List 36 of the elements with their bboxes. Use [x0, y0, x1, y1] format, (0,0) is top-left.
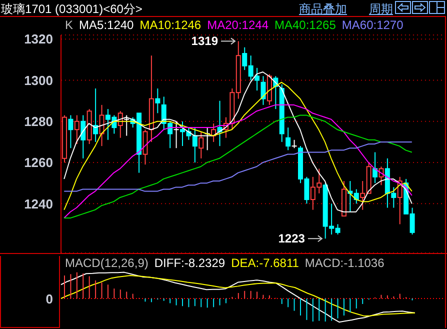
chart-title: MACD(12,26,9): [65, 256, 148, 270]
candlestick: [124, 114, 130, 136]
candlestick: [198, 131, 204, 159]
legend-title: K: [65, 18, 74, 32]
chart-title: MACD:-1.1036: [304, 256, 384, 270]
annotation: 1319: [191, 34, 218, 48]
line-series: [64, 141, 412, 192]
candlestick: [378, 166, 384, 186]
candlestick: [142, 129, 148, 166]
text: MA40:1265: [274, 18, 336, 32]
candlestick: [80, 114, 86, 159]
series-label: DEA:-7.6811: [231, 256, 299, 270]
candlestick: [155, 88, 160, 114]
y-tick-label: 1320: [24, 32, 53, 47]
candlestick: [74, 114, 80, 144]
text: MA20:1244: [207, 18, 268, 32]
text: MA5:1240: [79, 18, 134, 32]
candlestick: [260, 76, 266, 106]
series-label: DIFF:-8.2329: [154, 256, 226, 270]
text: 周期: [369, 1, 393, 18]
text: MA60:1270: [342, 18, 404, 32]
y-tick-label: 1240: [24, 196, 53, 212]
candlestick: [68, 114, 74, 149]
annotation: 1223: [278, 232, 306, 246]
candlestick: [254, 67, 260, 92]
text: MA10:1246: [140, 18, 202, 32]
chart-title: 玻璃1701 (033001)<60分>: [1, 1, 142, 18]
y-tick-label: 1280: [24, 114, 53, 129]
candlestick: [173, 120, 180, 149]
y-tick-label: 1260: [24, 155, 53, 170]
text: 商品叠加: [299, 1, 347, 18]
y-tick-label: 1300: [24, 72, 53, 88]
ref-line-label: 0: [46, 292, 53, 306]
candlestick: [286, 127, 291, 151]
candlestick: [99, 104, 104, 147]
candlestick: [372, 152, 378, 184]
